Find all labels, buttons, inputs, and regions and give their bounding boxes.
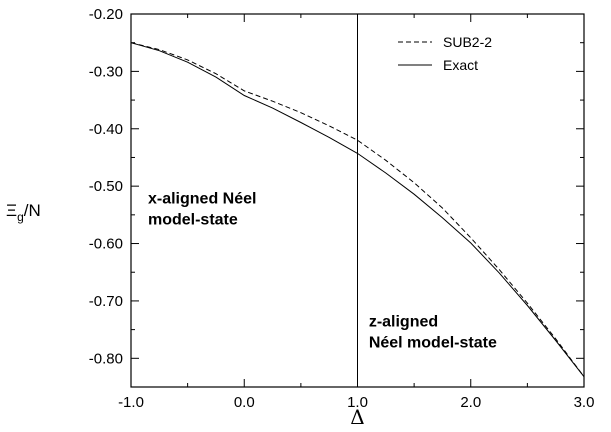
legend: SUB2-2 Exact — [398, 34, 492, 73]
y-tick-label: -0.40 — [89, 121, 123, 138]
y-tick-label: -0.60 — [89, 236, 123, 253]
annotation-2: z-aligned Néel model-state — [369, 314, 497, 352]
x-tick-label: 1.0 — [347, 394, 368, 411]
series-line-exact — [130, 42, 585, 378]
y-tick-label: -0.80 — [89, 350, 123, 367]
annotation-line: z-aligned — [369, 314, 438, 331]
tick-labels: -1.0 0.0 1.0 2.0 3.0 -0.20 -0.30 -0.40 -0.50 -0.6… — [89, 6, 595, 411]
y-axis-title-main: Ξ — [6, 201, 17, 220]
x-tick-label: 0.0 — [234, 394, 255, 411]
annotation-1: x-aligned Néel model-state — [148, 190, 256, 228]
x-tick-label: -1.0 — [118, 394, 144, 411]
series-line-sub2-2 — [130, 42, 585, 377]
y-tick-label: -0.20 — [89, 6, 123, 23]
x-axis-title: Δ — [350, 405, 364, 429]
annotation-line: x-aligned Néel — [148, 190, 256, 207]
series-lines — [130, 42, 585, 378]
y-axis-title-tail: /N — [24, 201, 41, 220]
y-tick-label: -0.30 — [89, 63, 123, 80]
y-tick-label: -0.50 — [89, 178, 123, 195]
x-tick-label: 2.0 — [460, 394, 481, 411]
annotation-line: Néel model-state — [369, 335, 497, 352]
legend-label-sub2-2: SUB2-2 — [443, 34, 492, 50]
annotations: x-aligned Néel model-state z-aligned Néel m… — [148, 190, 497, 351]
x-tick-label: 3.0 — [574, 394, 595, 411]
legend-label-exact: Exact — [443, 57, 478, 73]
y-axis-title: Ξg/N — [6, 201, 41, 224]
y-axis-title-sub: g — [17, 210, 24, 224]
y-tick-label: -0.70 — [89, 293, 123, 310]
annotation-line: model-state — [148, 211, 238, 228]
plot-frame — [130, 13, 585, 388]
